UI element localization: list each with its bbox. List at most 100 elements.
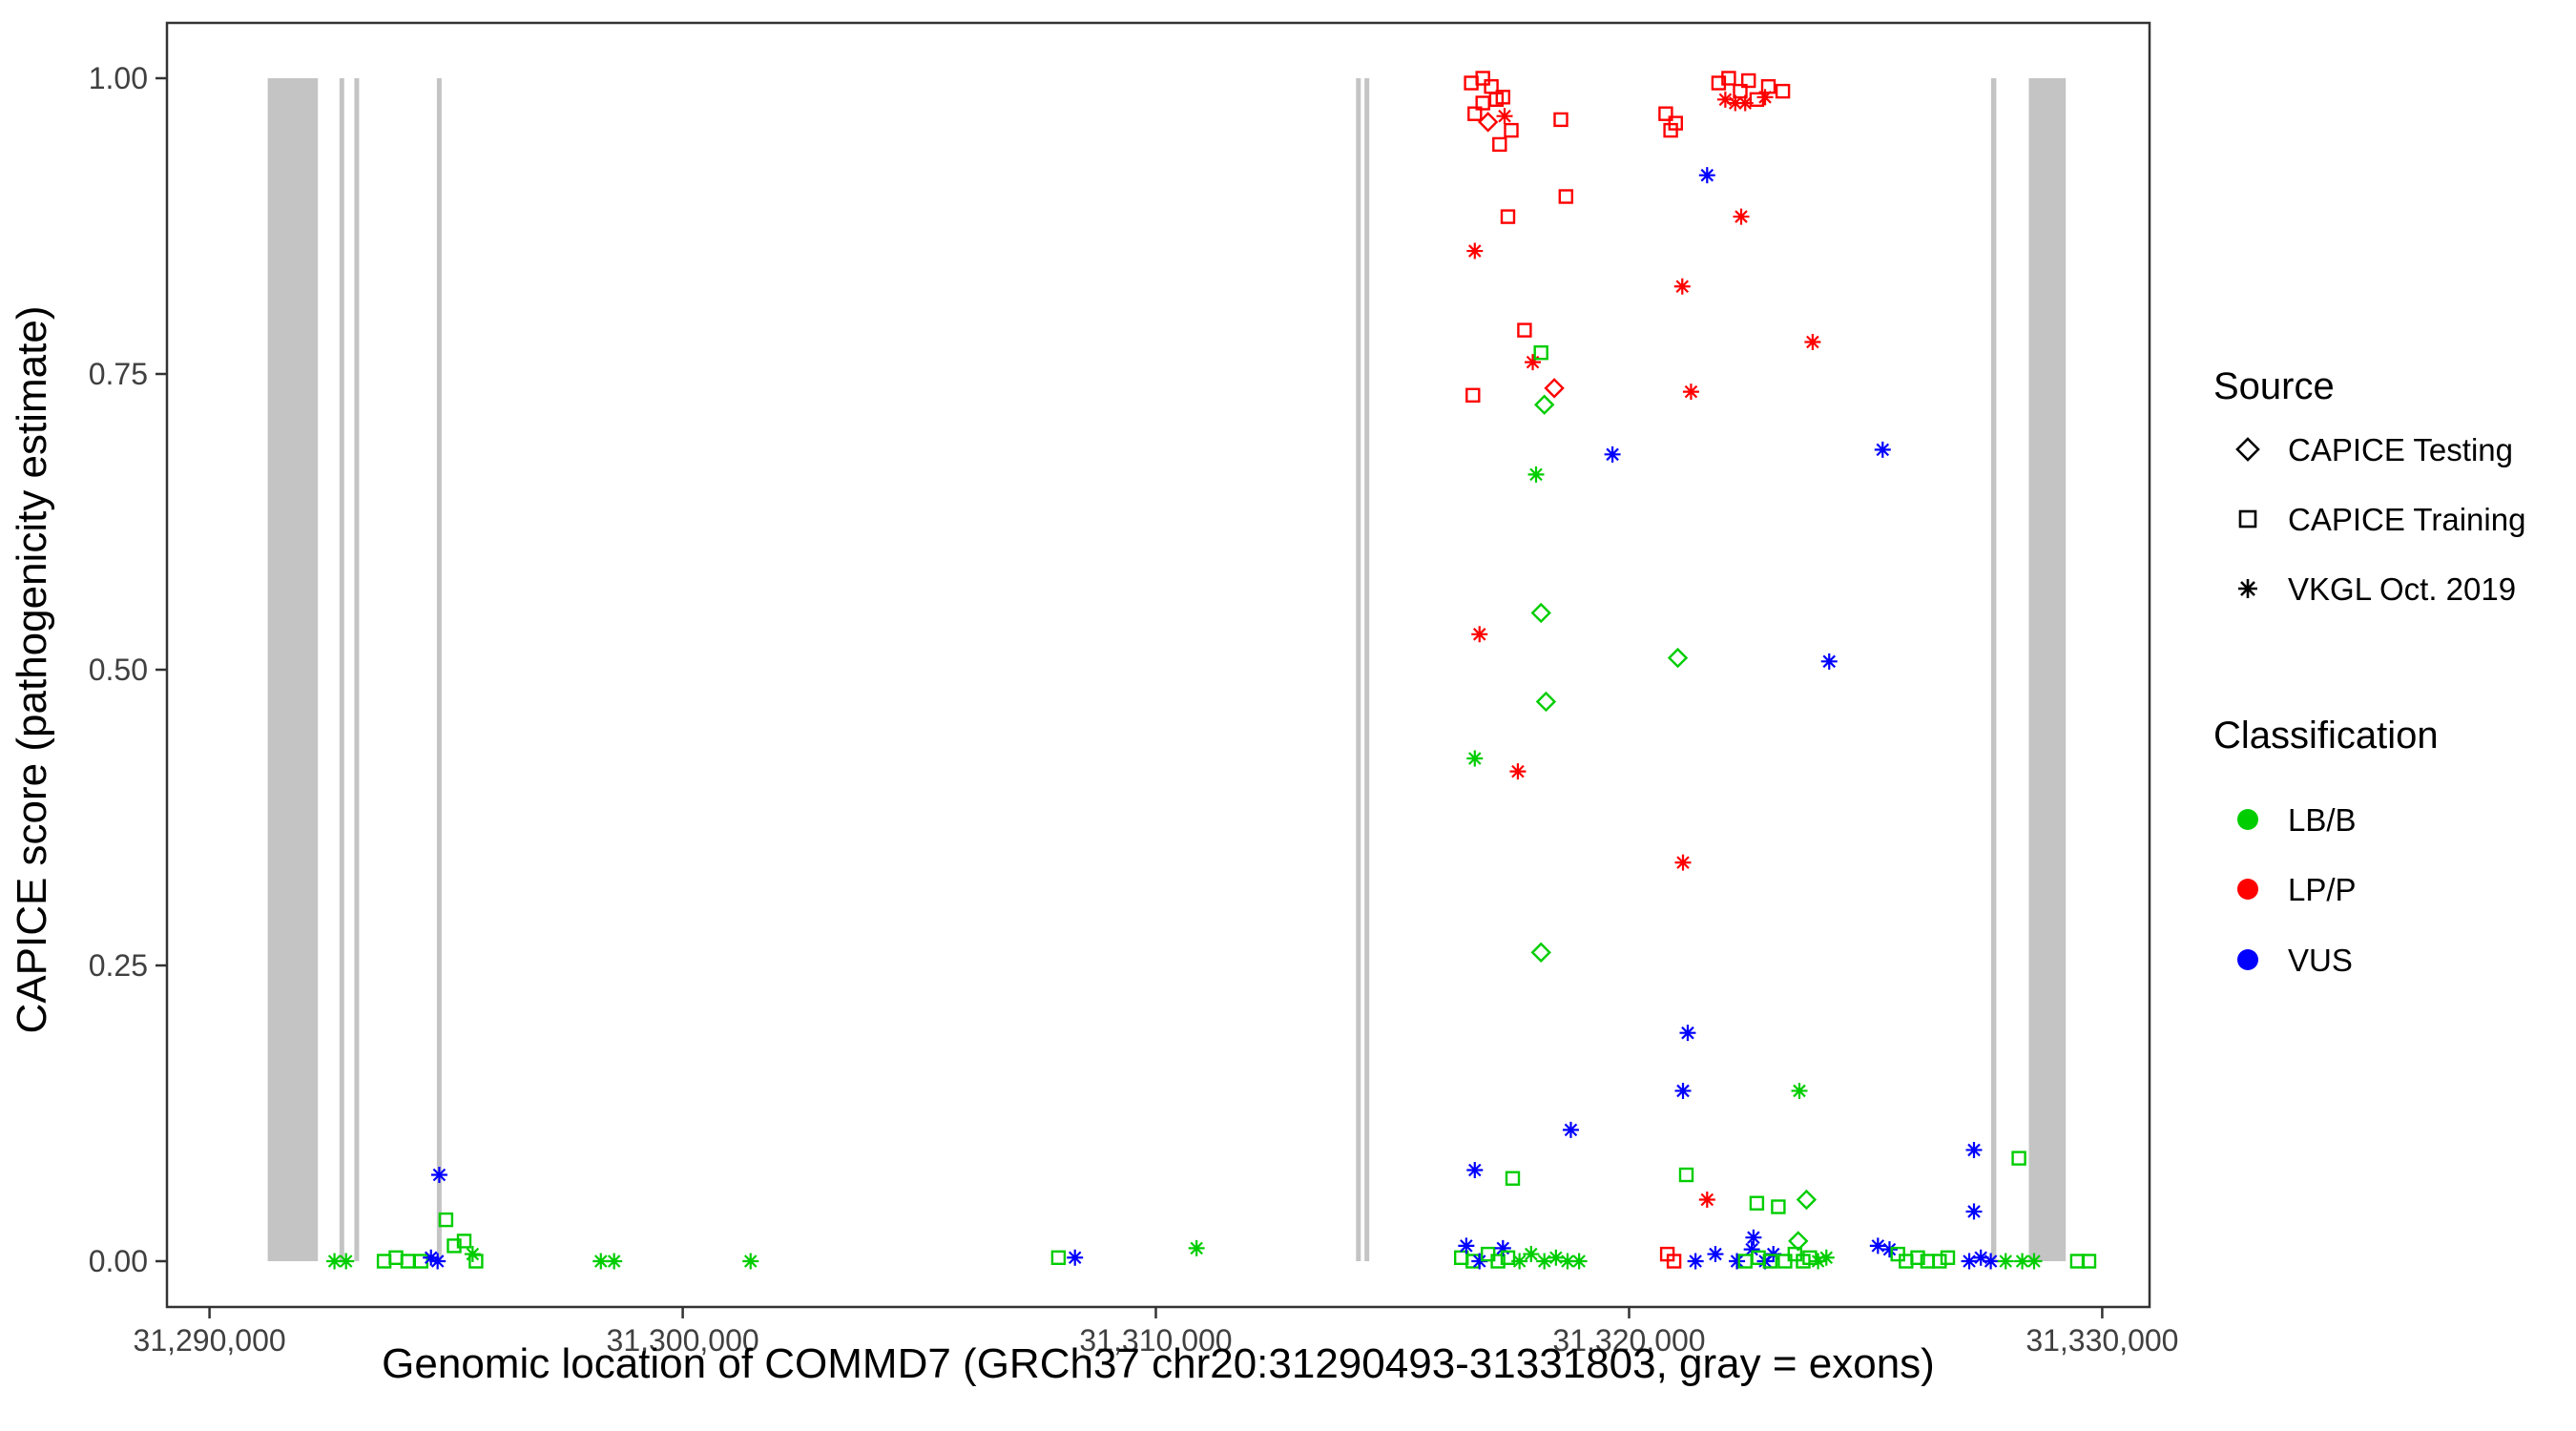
exon-band (354, 78, 360, 1261)
data-point-square-lbb (1749, 1195, 1765, 1211)
y-tick-label: 1.00 (89, 61, 148, 95)
data-point-square-lpp (1760, 78, 1776, 94)
data-point-diamond-lbb (1796, 1189, 1818, 1211)
data-point-asterisk-vus (1466, 1162, 1484, 1179)
legend: Source CAPICE Testing CAPICE Training VK… (2213, 365, 2525, 978)
data-point-asterisk-lbb (326, 1253, 343, 1270)
data-point-square-lpp (1711, 75, 1727, 91)
data-point-asterisk-vus (1729, 1253, 1746, 1270)
data-point-square-lpp (1475, 95, 1490, 111)
data-point-asterisk-lpp (1727, 94, 1744, 112)
legend-label-lbb: LB/B (2288, 802, 2357, 838)
data-point-diamond-lbb (1530, 602, 1551, 624)
data-point-asterisk-vus (1961, 1253, 1978, 1270)
data-point-square-lpp (1553, 112, 1568, 128)
data-point-square-lpp (1465, 387, 1481, 403)
data-point-asterisk-vus (1874, 441, 1891, 458)
data-point-asterisk-vus (1604, 446, 1621, 463)
exon-band (436, 78, 442, 1261)
data-point-square-lpp (1666, 1254, 1682, 1269)
data-point-square-lbb (468, 1254, 484, 1269)
data-point-asterisk-lpp (1756, 89, 1774, 106)
x-tick-label: 31,320,000 (1552, 1323, 1705, 1358)
data-point-square-lbb (2011, 1151, 2026, 1166)
data-point-asterisk-lpp (1682, 384, 1699, 401)
data-point-square-lbb (1762, 1254, 1778, 1269)
data-point-square-lbb (456, 1234, 472, 1249)
data-point-asterisk-lbb (1548, 1249, 1565, 1266)
data-point-square-lpp (1775, 83, 1791, 99)
data-point-asterisk-lbb (1559, 1253, 1576, 1270)
exon-band (2028, 78, 2067, 1261)
data-point-diamond-lbb (1533, 394, 1555, 415)
y-tick-label: 0.75 (89, 357, 148, 391)
data-point-asterisk-lpp (1509, 763, 1527, 780)
data-point-asterisk-vus (1965, 1203, 1983, 1220)
data-point-asterisk-vus (1745, 1229, 1762, 1246)
data-point-asterisk-vus (1707, 1246, 1724, 1263)
legend-label-vus: VUS (2288, 943, 2353, 978)
legend-source-title: Source (2213, 365, 2335, 407)
data-point-square-lbb (388, 1250, 404, 1266)
y-tick-label: 0.50 (89, 653, 148, 687)
data-point-diamond-lpp (1477, 112, 1499, 133)
data-point-asterisk-lbb (338, 1253, 355, 1270)
lbb-color-dot-icon (2237, 809, 2258, 830)
data-point-diamond-lbb (1530, 942, 1551, 964)
data-point-asterisk-lpp (1674, 854, 1692, 871)
data-point-asterisk-lbb (1810, 1253, 1827, 1270)
data-point-asterisk-vus (1471, 1253, 1488, 1270)
data-point-diamond-lbb (1788, 1231, 1809, 1252)
data-point-asterisk-lpp (1733, 208, 1750, 225)
data-point-square-lpp (1558, 189, 1574, 204)
data-point-asterisk-vus (1698, 167, 1715, 184)
data-point-asterisk-vus (1494, 1239, 1511, 1256)
data-point-asterisk-vus (1674, 1082, 1692, 1099)
data-point-asterisk-lbb (1188, 1239, 1205, 1256)
lpp-color-dot-icon (2237, 879, 2258, 900)
data-point-square-lbb (1500, 1250, 1516, 1266)
data-point-square-lbb (1910, 1250, 1925, 1266)
data-point-asterisk-lbb (1523, 1246, 1540, 1263)
data-point-square-lbb (1505, 1171, 1521, 1186)
exon-band (339, 78, 344, 1261)
legend-label-vkgl: VKGL Oct. 2019 (2288, 571, 2516, 607)
data-point-asterisk-vus (423, 1249, 440, 1266)
data-point-square-lbb (2081, 1254, 2097, 1269)
data-point-asterisk-lpp (1496, 108, 1513, 125)
data-point-square-lbb (1533, 345, 1548, 361)
data-point-asterisk-lpp (1525, 354, 1542, 371)
data-point-asterisk-lbb (1511, 1253, 1528, 1270)
exon-band (1990, 78, 1997, 1261)
data-point-asterisk-lbb (1997, 1253, 2014, 1270)
exon-band (267, 78, 319, 1261)
asterisk-legend-icon (2238, 579, 2257, 598)
data-point-square-lpp (1721, 71, 1736, 86)
data-point-asterisk-vus (1562, 1121, 1579, 1138)
x-tick-label: 31,300,000 (607, 1323, 759, 1358)
data-point-asterisk-lbb (2014, 1253, 2031, 1270)
data-point-square-lpp (1668, 115, 1684, 131)
data-point-diamond-lbb (1535, 691, 1557, 713)
data-point-square-lpp (1500, 209, 1516, 224)
data-point-asterisk-lbb (742, 1253, 759, 1270)
y-tick-label: 0.00 (89, 1244, 148, 1278)
data-point-diamond-lpp (1544, 378, 1565, 399)
y-axis: 0.00 0.25 0.50 0.75 1.00 (89, 61, 167, 1278)
data-point-asterisk-lpp (1736, 94, 1754, 112)
diamond-legend-icon (2235, 437, 2260, 462)
data-point-square-lbb (1932, 1254, 1947, 1269)
data-point-square-lpp (1517, 322, 1532, 338)
legend-label-capice-testing: CAPICE Testing (2288, 432, 2513, 467)
data-point-asterisk-lpp (1471, 626, 1488, 643)
vus-color-dot-icon (2237, 949, 2258, 970)
x-tick-label: 31,310,000 (1079, 1323, 1232, 1358)
data-point-asterisk-vus (1067, 1249, 1084, 1266)
data-point-square-lpp (1467, 106, 1483, 121)
data-point-square-lpp (1495, 90, 1511, 105)
data-point-asterisk-lbb (1536, 1253, 1553, 1270)
data-point-asterisk-lpp (1466, 242, 1484, 259)
data-point-asterisk-lpp (1716, 91, 1734, 108)
data-point-asterisk-lbb (592, 1253, 610, 1270)
